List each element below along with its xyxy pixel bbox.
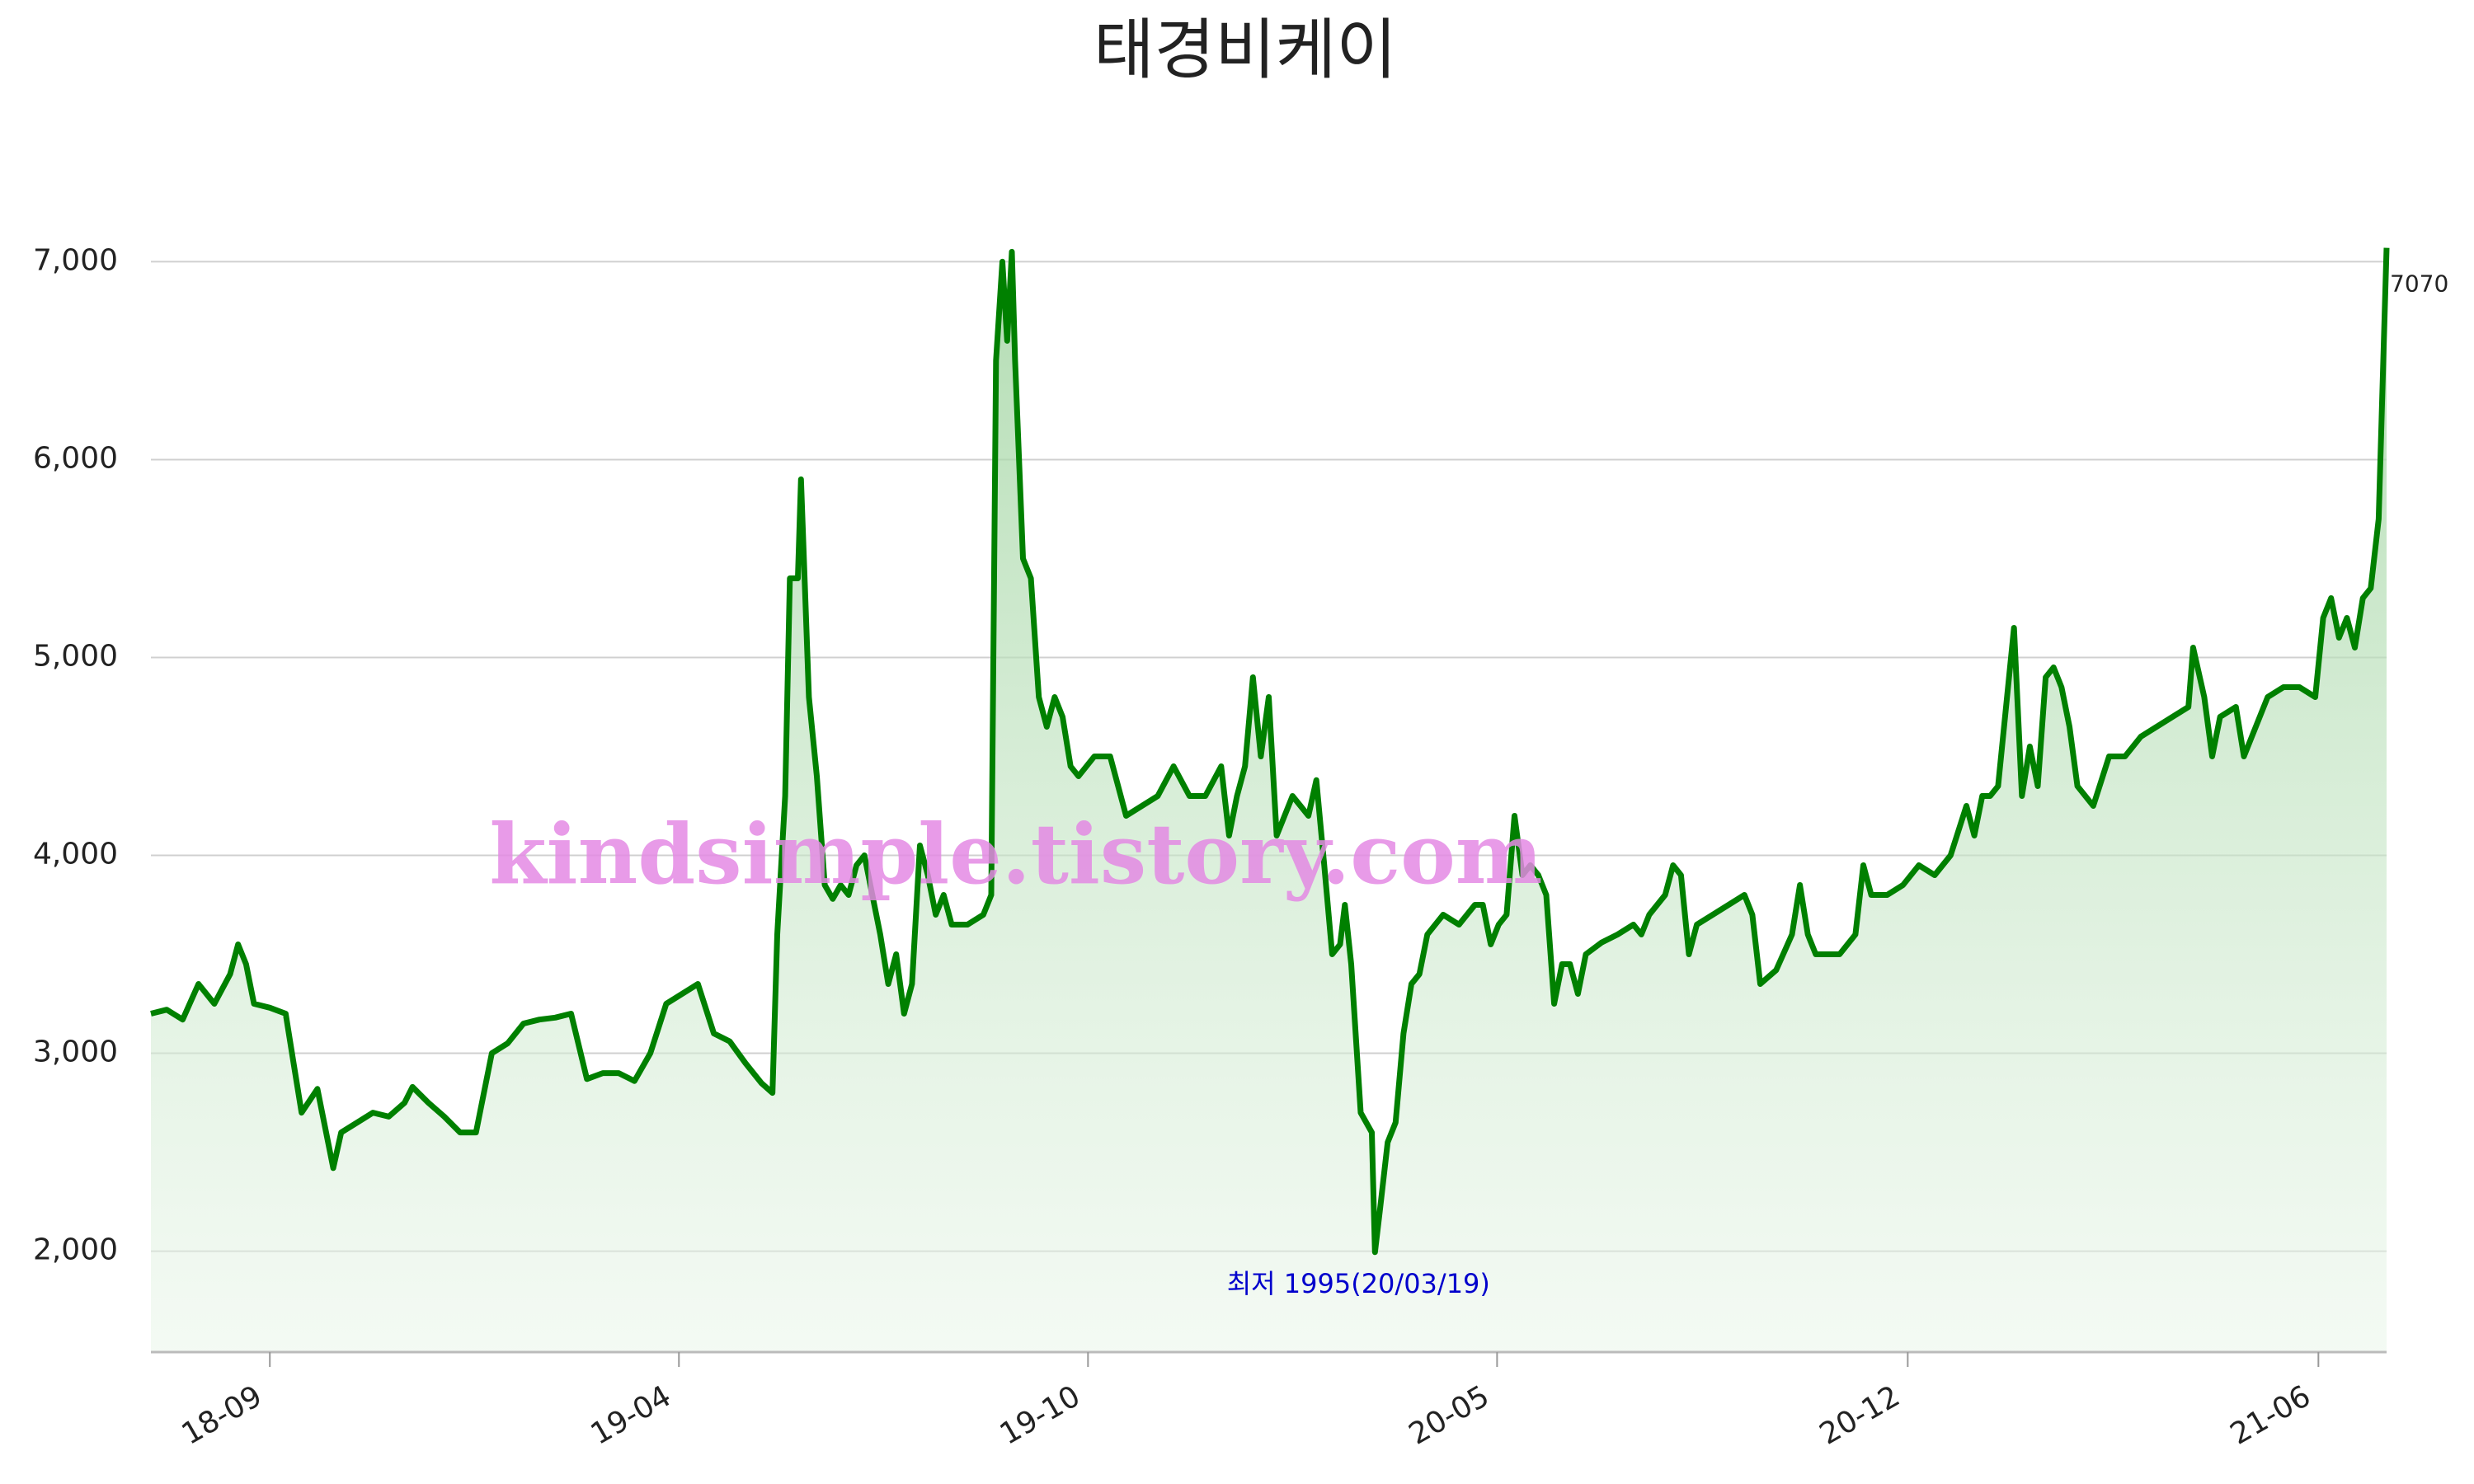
- x-tick-label: 20-05: [1404, 1379, 1495, 1452]
- last-value-label: 7070: [2390, 270, 2448, 298]
- y-tick-label: 7,000: [33, 243, 118, 277]
- x-tick-label: 19-04: [586, 1379, 677, 1452]
- chart-title: 태경비케이: [1094, 12, 1397, 88]
- area: [151, 247, 2387, 1353]
- y-tick-label: 4,000: [33, 838, 118, 871]
- x-tick-label: 18-09: [176, 1379, 268, 1452]
- x-tick-label: 20-12: [1814, 1379, 1906, 1452]
- x-tick-label: 19-10: [995, 1379, 1086, 1452]
- y-tick-label: 3,000: [33, 1036, 118, 1069]
- y-tick-label: 6,000: [33, 441, 118, 475]
- price-line: [150, 247, 2390, 1256]
- y-tick-label: 2,000: [33, 1233, 118, 1267]
- watermark: kindsimple.tistory.com: [489, 805, 1542, 903]
- min-annotation: 최저 1995(20/03/19): [1227, 1268, 1490, 1299]
- x-tick-label: 21-06: [2225, 1379, 2316, 1452]
- y-tick-label: 5,000: [33, 639, 118, 673]
